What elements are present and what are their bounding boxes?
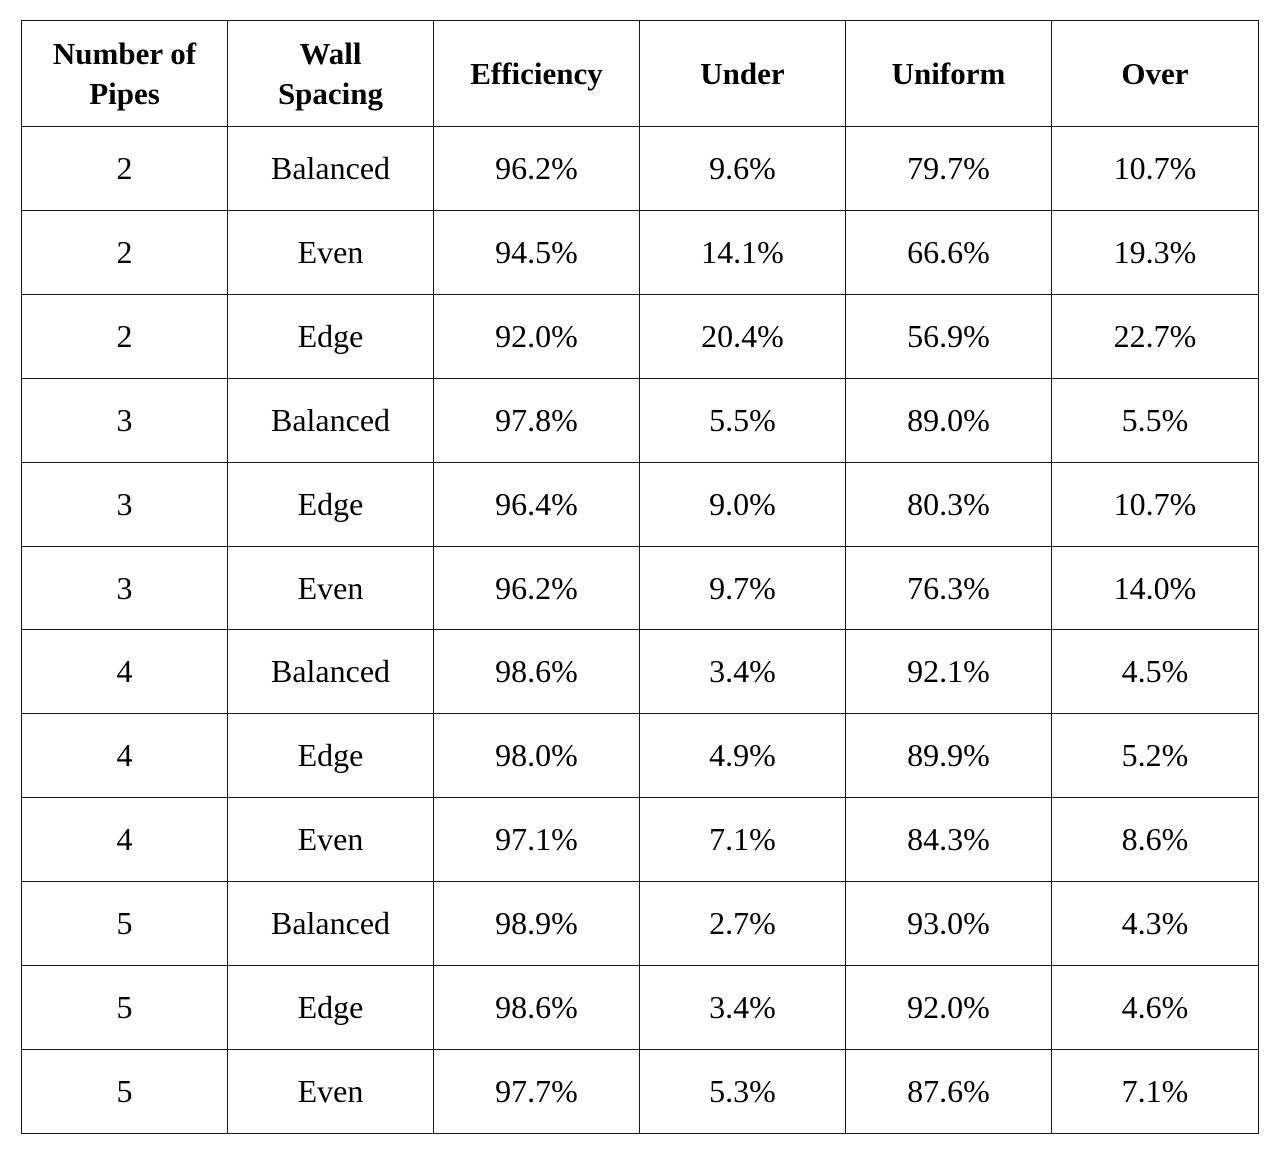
over-cell: 4.5%: [1051, 629, 1259, 714]
pipes-cell: 3: [21, 378, 228, 463]
pipes-cell: 3: [21, 546, 228, 630]
under-cell: 3.4%: [639, 629, 846, 714]
over-cell: 4.3%: [1051, 881, 1259, 966]
table-row: 2 Even 94.5% 14.1% 66.6% 19.3%: [21, 210, 1259, 295]
results-table: Number of Pipes Wall Spacing Efficiency …: [21, 20, 1259, 1134]
header-uniform: Uniform: [845, 20, 1052, 127]
under-cell: 9.7%: [639, 546, 846, 630]
pipes-cell: 4: [21, 713, 228, 798]
under-cell: 14.1%: [639, 210, 846, 295]
pipes-cell: 4: [21, 629, 228, 714]
spacing-cell: Balanced: [227, 881, 434, 966]
over-cell: 14.0%: [1051, 546, 1259, 630]
over-cell: 5.2%: [1051, 713, 1259, 798]
efficiency-cell: 97.7%: [433, 1049, 640, 1134]
uniform-cell: 93.0%: [845, 881, 1052, 966]
spacing-cell: Even: [227, 1049, 434, 1134]
under-cell: 20.4%: [639, 294, 846, 379]
spacing-cell: Balanced: [227, 629, 434, 714]
header-row: Number of Pipes Wall Spacing Efficiency …: [21, 20, 1259, 127]
uniform-cell: 80.3%: [845, 462, 1052, 547]
pipes-cell: 4: [21, 797, 228, 882]
header-pipes-line-2: Pipes: [89, 75, 160, 111]
pipes-cell: 5: [21, 1049, 228, 1134]
over-cell: 5.5%: [1051, 378, 1259, 463]
under-cell: 5.5%: [639, 378, 846, 463]
pipes-cell: 2: [21, 294, 228, 379]
efficiency-cell: 96.2%: [433, 126, 640, 211]
header-under: Under: [639, 20, 846, 127]
uniform-cell: 56.9%: [845, 294, 1052, 379]
efficiency-cell: 92.0%: [433, 294, 640, 379]
spacing-cell: Even: [227, 210, 434, 295]
pipes-cell: 2: [21, 126, 228, 211]
efficiency-cell: 94.5%: [433, 210, 640, 295]
table-body: 2 Balanced 96.2% 9.6% 79.7% 10.7% 2 Even 94.5% 14…: [21, 126, 1259, 1134]
efficiency-cell: 97.8%: [433, 378, 640, 463]
over-cell: 7.1%: [1051, 1049, 1259, 1134]
spacing-cell: Balanced: [227, 126, 434, 211]
spacing-cell: Even: [227, 546, 434, 630]
over-cell: 19.3%: [1051, 210, 1259, 295]
pipes-cell: 2: [21, 210, 228, 295]
uniform-cell: 84.3%: [845, 797, 1052, 882]
over-cell: 10.7%: [1051, 126, 1259, 211]
pipes-cell: 5: [21, 965, 228, 1050]
uniform-cell: 92.1%: [845, 629, 1052, 714]
table-header: Number of Pipes Wall Spacing Efficiency …: [21, 20, 1259, 127]
header-spacing-line-2: Spacing: [277, 75, 384, 111]
header-efficiency: Efficiency: [433, 20, 640, 127]
uniform-cell: 66.6%: [845, 210, 1052, 295]
table-row: 5 Balanced 98.9% 2.7% 93.0% 4.3%: [21, 881, 1259, 966]
efficiency-cell: 98.0%: [433, 713, 640, 798]
over-cell: 10.7%: [1051, 462, 1259, 547]
efficiency-cell: 97.1%: [433, 797, 640, 882]
efficiency-cell: 96.4%: [433, 462, 640, 547]
spacing-cell: Edge: [227, 294, 434, 379]
table-row: 2 Balanced 96.2% 9.6% 79.7% 10.7%: [21, 126, 1259, 211]
header-number-of-pipes: Number of Pipes: [21, 20, 228, 127]
uniform-cell: 79.7%: [845, 126, 1052, 211]
efficiency-cell: 98.6%: [433, 965, 640, 1050]
under-cell: 5.3%: [639, 1049, 846, 1134]
header-spacing-line-1: Wall: [299, 35, 362, 71]
table-row: 5 Edge 98.6% 3.4% 92.0% 4.6%: [21, 965, 1259, 1050]
under-cell: 7.1%: [639, 797, 846, 882]
under-cell: 4.9%: [639, 713, 846, 798]
table-row: 3 Edge 96.4% 9.0% 80.3% 10.7%: [21, 462, 1259, 547]
spacing-cell: Even: [227, 797, 434, 882]
under-cell: 9.6%: [639, 126, 846, 211]
uniform-cell: 87.6%: [845, 1049, 1052, 1134]
uniform-cell: 89.0%: [845, 378, 1052, 463]
spacing-cell: Edge: [227, 713, 434, 798]
header-over: Over: [1051, 20, 1259, 127]
under-cell: 9.0%: [639, 462, 846, 547]
table-row: 4 Even 97.1% 7.1% 84.3% 8.6%: [21, 797, 1259, 882]
table-row: 4 Edge 98.0% 4.9% 89.9% 5.2%: [21, 713, 1259, 798]
table-row: 5 Even 97.7% 5.3% 87.6% 7.1%: [21, 1049, 1259, 1134]
efficiency-cell: 98.9%: [433, 881, 640, 966]
pipes-cell: 3: [21, 462, 228, 547]
uniform-cell: 89.9%: [845, 713, 1052, 798]
efficiency-cell: 96.2%: [433, 546, 640, 630]
under-cell: 3.4%: [639, 965, 846, 1050]
table-row: 3 Balanced 97.8% 5.5% 89.0% 5.5%: [21, 378, 1259, 463]
over-cell: 4.6%: [1051, 965, 1259, 1050]
header-wall-spacing: Wall Spacing: [227, 20, 434, 127]
header-pipes-line-1: Number of: [52, 35, 197, 71]
table-row: 2 Edge 92.0% 20.4% 56.9% 22.7%: [21, 294, 1259, 379]
under-cell: 2.7%: [639, 881, 846, 966]
pipes-cell: 5: [21, 881, 228, 966]
over-cell: 22.7%: [1051, 294, 1259, 379]
spacing-cell: Edge: [227, 965, 434, 1050]
uniform-cell: 92.0%: [845, 965, 1052, 1050]
table-row: 4 Balanced 98.6% 3.4% 92.1% 4.5%: [21, 629, 1259, 714]
table-row: 3 Even 96.2% 9.7% 76.3% 14.0%: [21, 546, 1259, 630]
efficiency-cell: 98.6%: [433, 629, 640, 714]
spacing-cell: Balanced: [227, 378, 434, 463]
over-cell: 8.6%: [1051, 797, 1259, 882]
spacing-cell: Edge: [227, 462, 434, 547]
uniform-cell: 76.3%: [845, 546, 1052, 630]
